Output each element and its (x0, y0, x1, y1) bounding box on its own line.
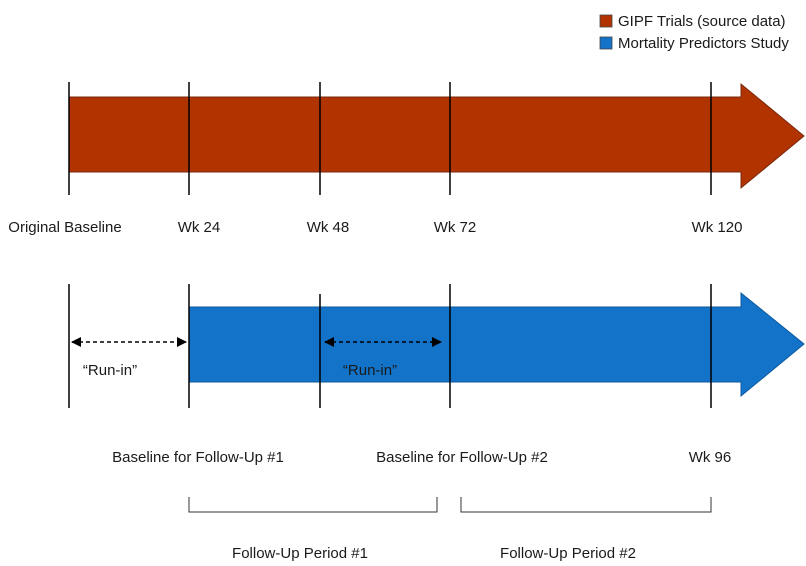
run-in-1: “Run-in” (71, 337, 187, 379)
legend-label-mortality: Mortality Predictors Study (618, 35, 789, 52)
lower-labels: Baseline for Follow-Up #1 Baseline for F… (112, 449, 731, 466)
legend-item-gipf: GIPF Trials (source data) (599, 13, 786, 30)
period-brackets (188, 497, 712, 513)
timepoint-labels: Original Baseline Wk 24 Wk 48 Wk 72 Wk 1… (8, 219, 742, 236)
legend-item-mortality: Mortality Predictors Study (599, 35, 789, 52)
label-wk72: Wk 72 (434, 219, 477, 236)
legend-swatch-mortality (599, 36, 613, 50)
bottom-tick-lines (68, 284, 712, 408)
bracket-period-2 (460, 497, 712, 513)
bracket-period-1 (188, 497, 438, 513)
period-labels: Follow-Up Period #1 Follow-Up Period #2 (232, 545, 636, 562)
gipf-trials-arrow (68, 82, 805, 190)
label-wk48: Wk 48 (307, 219, 350, 236)
label-wk120: Wk 120 (692, 219, 743, 236)
label-period-1: Follow-Up Period #1 (232, 545, 368, 562)
label-wk96: Wk 96 (689, 449, 732, 466)
top-tick-lines (68, 82, 712, 195)
label-original-baseline: Original Baseline (8, 219, 121, 236)
run-in-2: “Run-in” (324, 337, 442, 379)
label-baseline-fu1: Baseline for Follow-Up #1 (112, 449, 284, 466)
mortality-study-arrow (188, 291, 805, 398)
label-period-2: Follow-Up Period #2 (500, 545, 636, 562)
legend-swatch-gipf (599, 14, 613, 28)
run-in-label-2: “Run-in” (343, 362, 397, 379)
legend-label-gipf: GIPF Trials (source data) (618, 13, 786, 30)
legend: GIPF Trials (source data) Mortality Pred… (599, 13, 789, 52)
label-baseline-fu2: Baseline for Follow-Up #2 (376, 449, 548, 466)
run-in-label-1: “Run-in” (83, 362, 137, 379)
label-wk24: Wk 24 (178, 219, 221, 236)
